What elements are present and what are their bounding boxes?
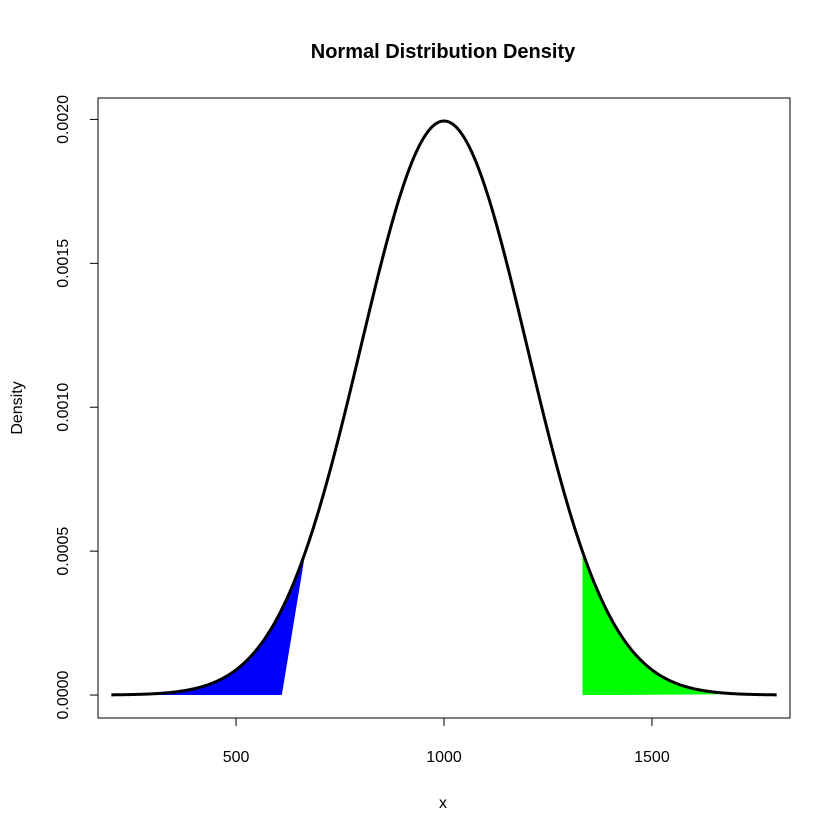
left-tail-shade (144, 551, 306, 696)
y-tick-label: 0.0020 (55, 95, 72, 144)
x-axis: 500 1000 1500 (223, 717, 670, 766)
y-tick-label: 0.0005 (55, 527, 72, 576)
x-tick-label: 1500 (634, 749, 670, 766)
y-tick-label: 0.0010 (55, 383, 72, 432)
x-tick-label: 500 (223, 749, 250, 766)
plot-frame (97, 97, 791, 719)
y-tick-label: 0.0015 (55, 239, 72, 288)
y-axis: 0.0000 0.0005 0.0010 0.0015 0.0020 (55, 95, 99, 719)
x-tick-label: 1000 (426, 749, 462, 766)
y-tick-label: 0.0000 (55, 670, 72, 719)
density-curve-layer (111, 119, 777, 697)
right-tail-shade (582, 551, 744, 696)
chart-title: Normal Distribution Density (311, 41, 576, 63)
shaded-regions (144, 551, 744, 696)
density-curve (111, 119, 777, 697)
x-axis-label: x (439, 795, 447, 812)
y-axis-label: Density (9, 381, 26, 434)
